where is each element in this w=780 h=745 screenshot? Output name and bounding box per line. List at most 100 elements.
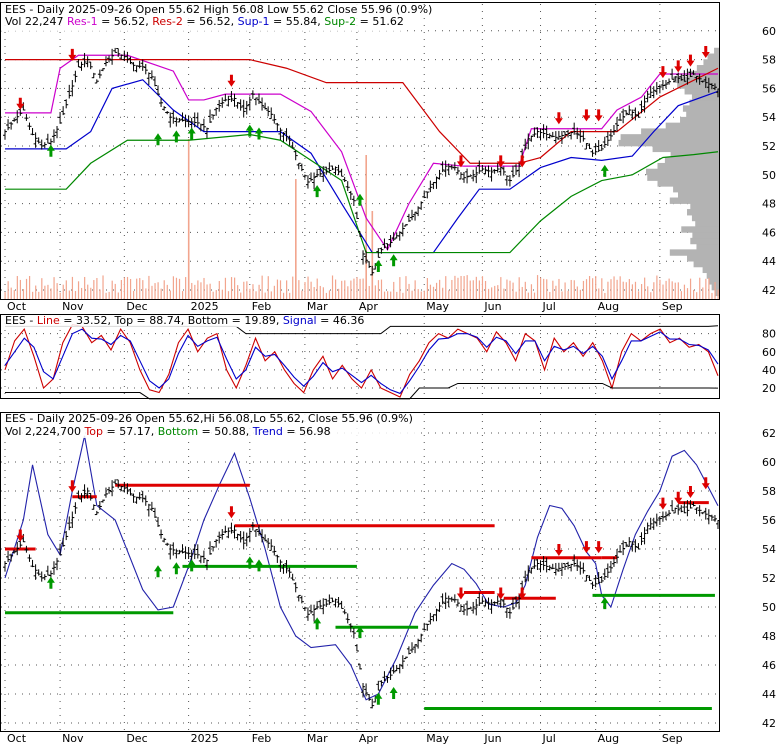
volume-bar bbox=[41, 278, 43, 299]
volume-bar bbox=[126, 276, 129, 299]
volume-bar bbox=[142, 280, 144, 299]
y-tick-label: 58 bbox=[762, 54, 776, 67]
volume-bar bbox=[230, 277, 233, 299]
volume-bar bbox=[172, 276, 175, 299]
volume-bar bbox=[32, 291, 34, 299]
volume-bar bbox=[203, 277, 205, 299]
y-tick-label: 60 bbox=[762, 456, 776, 469]
volume-bar bbox=[154, 283, 156, 299]
oscillator-signal-line bbox=[4, 328, 719, 395]
volume-bar bbox=[405, 276, 407, 299]
x-tick-label: May bbox=[426, 300, 449, 313]
header-segment: EES - bbox=[5, 314, 37, 327]
volume-bar bbox=[145, 288, 147, 299]
volume-bar bbox=[506, 279, 508, 299]
volume-bar bbox=[139, 278, 141, 299]
sell-arrow bbox=[496, 587, 505, 600]
volume-bar bbox=[353, 278, 355, 299]
volume-bar bbox=[148, 275, 150, 299]
volume-bar bbox=[234, 277, 236, 299]
sell-arrow bbox=[456, 155, 465, 168]
buy-arrow bbox=[187, 127, 196, 140]
y-tick-label: 50 bbox=[762, 169, 776, 182]
volume-spike bbox=[371, 211, 374, 299]
volume-bar bbox=[114, 283, 116, 299]
volume-bar bbox=[451, 279, 453, 299]
buy-arrow bbox=[46, 576, 55, 589]
volume-bar bbox=[567, 290, 569, 299]
y-tick-label: 40 bbox=[762, 364, 776, 377]
volume-bar bbox=[359, 278, 361, 299]
volume-bar bbox=[16, 276, 18, 299]
volume-bar bbox=[512, 282, 514, 299]
volume-bar bbox=[310, 281, 312, 299]
volume-bar bbox=[601, 278, 603, 299]
volume-profile-bar bbox=[657, 162, 719, 170]
volume-profile-bar bbox=[692, 232, 719, 239]
volume-bar bbox=[313, 287, 315, 299]
volume-bar bbox=[108, 291, 110, 299]
volume-bar bbox=[613, 276, 615, 299]
volume-bar bbox=[503, 288, 505, 299]
trend-panel: 42 44 46 48 50 52 54 56 58 60 62 EES - Daily 2025-0… bbox=[0, 412, 776, 745]
volume-bar bbox=[521, 286, 523, 299]
volume-bar bbox=[588, 276, 591, 299]
volume-bar bbox=[592, 278, 594, 299]
volume-bar bbox=[576, 286, 578, 299]
sell-arrow bbox=[16, 529, 25, 542]
volume-bar bbox=[224, 277, 227, 299]
volume-bar bbox=[442, 287, 444, 299]
volume-bar bbox=[10, 287, 12, 299]
volume-bar bbox=[212, 291, 214, 299]
sell-arrow bbox=[594, 109, 603, 122]
volume-profile-bar bbox=[690, 237, 719, 245]
y-tick-label: 46 bbox=[762, 659, 776, 672]
volume-bar bbox=[671, 281, 673, 299]
x-tick-label: Jul bbox=[542, 300, 556, 313]
volume-bar bbox=[527, 292, 529, 299]
volume-bar bbox=[338, 288, 340, 299]
header-segment: Res-1 bbox=[67, 15, 98, 28]
volume-bar bbox=[181, 291, 184, 299]
volume-bar bbox=[276, 279, 279, 299]
volume-profile-bar bbox=[684, 88, 719, 95]
volume-bar bbox=[610, 279, 612, 299]
volume-bar bbox=[81, 287, 83, 299]
volume-bar bbox=[368, 285, 370, 299]
volume-bar bbox=[316, 278, 318, 299]
x-tick-label: Feb bbox=[252, 732, 271, 745]
volume-bar bbox=[708, 277, 710, 299]
volume-bar bbox=[579, 289, 581, 299]
sell-arrow bbox=[16, 97, 25, 110]
volume-bar bbox=[390, 291, 392, 299]
volume-bar bbox=[530, 284, 533, 299]
y-tick-label: 60 bbox=[762, 346, 776, 359]
volume-bar bbox=[662, 284, 664, 299]
sell-arrow bbox=[518, 587, 527, 600]
volume-bar bbox=[435, 282, 438, 299]
volume-bar bbox=[399, 277, 401, 299]
volume-bar bbox=[585, 279, 588, 299]
volume-profile-bar bbox=[691, 214, 719, 222]
buy-arrow bbox=[254, 559, 263, 572]
volume-profile-bar bbox=[686, 111, 719, 118]
volume-bar bbox=[133, 290, 135, 299]
volume-profile-bar bbox=[669, 249, 719, 256]
volume-bar bbox=[699, 277, 701, 299]
x-tick-label: 2025 bbox=[191, 300, 219, 313]
volume-bar bbox=[197, 280, 199, 299]
x-tick-label: Jun bbox=[483, 300, 501, 313]
x-tick-label: Oct bbox=[7, 300, 27, 313]
volume-bar bbox=[677, 282, 679, 299]
sell-arrow bbox=[674, 491, 683, 504]
volume-bar bbox=[99, 289, 101, 299]
header-segment: Vol 22,247 bbox=[5, 15, 67, 28]
volume-bar bbox=[393, 281, 395, 299]
volume-profile-bar bbox=[682, 105, 719, 112]
buy-arrow bbox=[355, 193, 364, 206]
volume-bar bbox=[282, 292, 285, 299]
volume-bar bbox=[206, 284, 208, 299]
header-segment: = 19.89, bbox=[228, 314, 283, 327]
volume-profile-bar bbox=[669, 197, 719, 204]
volume-profile-bar bbox=[696, 65, 719, 72]
